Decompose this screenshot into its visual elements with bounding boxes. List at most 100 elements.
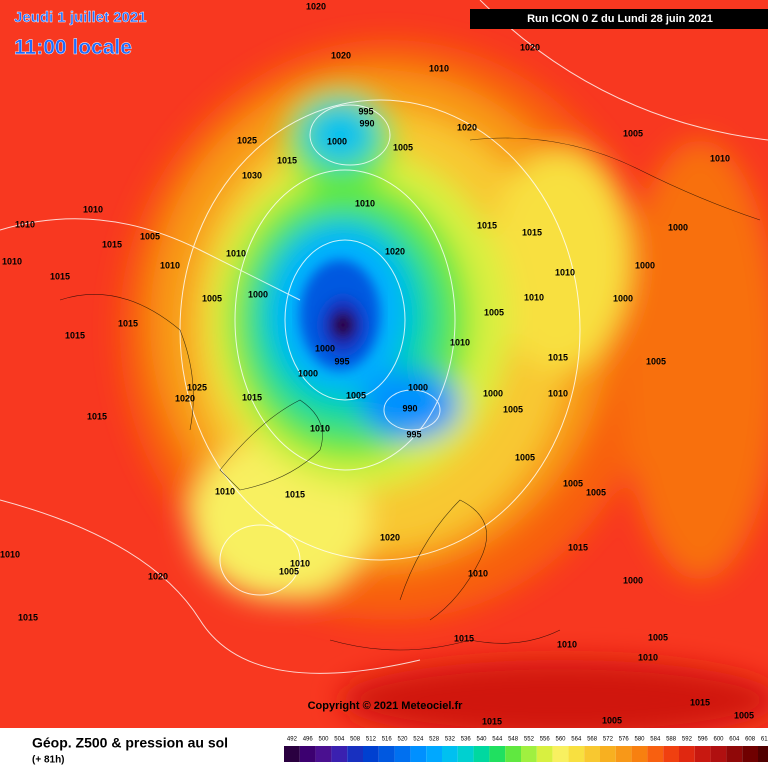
- isobar-label: 1025: [187, 382, 207, 392]
- isobar-label: 1010: [83, 204, 103, 214]
- legend-swatch: [568, 746, 585, 762]
- isobar-label: 1015: [277, 155, 297, 165]
- isobar-label: 1010: [355, 198, 375, 208]
- legend-label: 520: [397, 737, 408, 743]
- legend-label: 516: [382, 737, 393, 743]
- isobar-label: 1000: [315, 343, 335, 353]
- legend-label: 588: [666, 737, 677, 743]
- isobar-label: 1005: [393, 142, 413, 152]
- copyright: Copyright © 2021 Meteociel.fr: [308, 700, 464, 712]
- isobar-label: 1010: [15, 219, 35, 229]
- legend-label: 608: [745, 737, 756, 743]
- legend-label: 536: [461, 737, 472, 743]
- isobar-label: 1015: [242, 392, 262, 402]
- isobar-label: 1030: [242, 170, 262, 180]
- isobar-label: 995: [406, 429, 421, 439]
- legend-label: 500: [318, 737, 329, 743]
- legend-swatch: [663, 746, 679, 762]
- legend-label: 540: [476, 737, 487, 743]
- isobar-label: 1010: [429, 63, 449, 73]
- legend-label: 580: [634, 737, 645, 743]
- isobar-label: 1005: [734, 710, 754, 720]
- isobar-label: 1000: [613, 293, 633, 303]
- legend-swatch: [378, 746, 395, 762]
- legend-label: 612: [761, 737, 768, 743]
- isobar-label: 1015: [454, 633, 474, 643]
- legend-swatch: [299, 746, 316, 762]
- isobar-label: 990: [359, 118, 374, 128]
- isobar-label: 1005: [646, 356, 666, 366]
- isobar-label: 1015: [87, 411, 107, 421]
- isobar-label: 1010: [215, 486, 235, 496]
- isobar-label: 1010: [557, 639, 577, 649]
- isobar-label: 1010: [555, 267, 575, 277]
- isobar-label: 1015: [522, 227, 542, 237]
- legend-label: 600: [713, 737, 724, 743]
- legend-label: 524: [413, 737, 424, 743]
- legend-swatch: [631, 746, 648, 762]
- legend-swatch: [284, 746, 300, 762]
- isobar-label: 1015: [102, 239, 122, 249]
- legend-label: 532: [445, 737, 456, 743]
- isobar-label: 1015: [18, 612, 38, 622]
- legend-swatch: [679, 746, 695, 762]
- legend-label: 504: [334, 737, 345, 743]
- legend-swatch: [615, 746, 632, 762]
- isobar-label: 1015: [482, 716, 502, 726]
- legend-swatch: [758, 746, 768, 762]
- isobar-label: 1015: [65, 330, 85, 340]
- legend-swatch: [394, 746, 411, 762]
- isobar-label: 1005: [279, 566, 299, 576]
- legend-label: 492: [287, 737, 298, 743]
- isobar-label: 1015: [50, 271, 70, 281]
- legend-swatch: [347, 746, 363, 762]
- isobar-label: 1005: [586, 487, 606, 497]
- isobar-label: 1015: [285, 489, 305, 499]
- isobar-label: 1005: [503, 404, 523, 414]
- isobar-label: 1015: [690, 697, 710, 707]
- isobar-label: 1010: [0, 549, 20, 559]
- legend-label: 552: [524, 737, 535, 743]
- isobar-label: 1005: [202, 293, 222, 303]
- coastlines: [59, 137, 761, 651]
- footer-lead: (+ 81h): [32, 755, 65, 766]
- isobar-label: 1020: [148, 571, 168, 581]
- legend-swatch: [457, 746, 474, 762]
- legend-label: 528: [429, 737, 440, 743]
- isobar-label: 1015: [477, 220, 497, 230]
- isobar-label: 1000: [408, 382, 428, 392]
- isobar-labels: 1020102010201010995990100010201005102510…: [0, 1, 754, 726]
- legend-label: 568: [587, 737, 598, 743]
- isobar-label: 1010: [450, 337, 470, 347]
- isobar-label: 1005: [140, 231, 160, 241]
- isobar-label: 1000: [623, 575, 643, 585]
- z500-field: [120, 40, 768, 740]
- legend-swatch: [426, 746, 442, 762]
- isobar-label: 990: [402, 403, 417, 413]
- time: 11:00 locale: [14, 36, 132, 59]
- legend-label: 604: [729, 737, 740, 743]
- isobar-label: 1005: [563, 478, 583, 488]
- isobar-label: 1015: [568, 542, 588, 552]
- legend-swatch: [710, 746, 727, 762]
- isobar-label: 1010: [524, 292, 544, 302]
- date: Jeudi 1 juillet 2021: [14, 9, 147, 26]
- legend-swatch: [647, 746, 664, 762]
- legend: 492 496 500 504 508 512 516 520 524 528 532 536 540 5…: [284, 737, 768, 762]
- legend-label: 576: [619, 737, 630, 743]
- run-info: Run ICON 0 Z du Lundi 28 juin 2021: [527, 13, 713, 25]
- isobar-label: 1020: [306, 1, 326, 11]
- legend-swatch: [552, 746, 569, 762]
- isobar-label: 1005: [515, 452, 535, 462]
- legend-swatch: [726, 746, 743, 762]
- legend-label: 560: [555, 737, 566, 743]
- legend-label: 596: [698, 737, 709, 743]
- isobar-label: 1005: [623, 128, 643, 138]
- isobar-label: 1010: [638, 652, 658, 662]
- legend-swatch: [742, 746, 758, 762]
- isobar-label: 1000: [483, 388, 503, 398]
- isobar-label: 1010: [226, 248, 246, 258]
- isobar-label: 995: [358, 106, 373, 116]
- legend-swatch: [489, 746, 506, 762]
